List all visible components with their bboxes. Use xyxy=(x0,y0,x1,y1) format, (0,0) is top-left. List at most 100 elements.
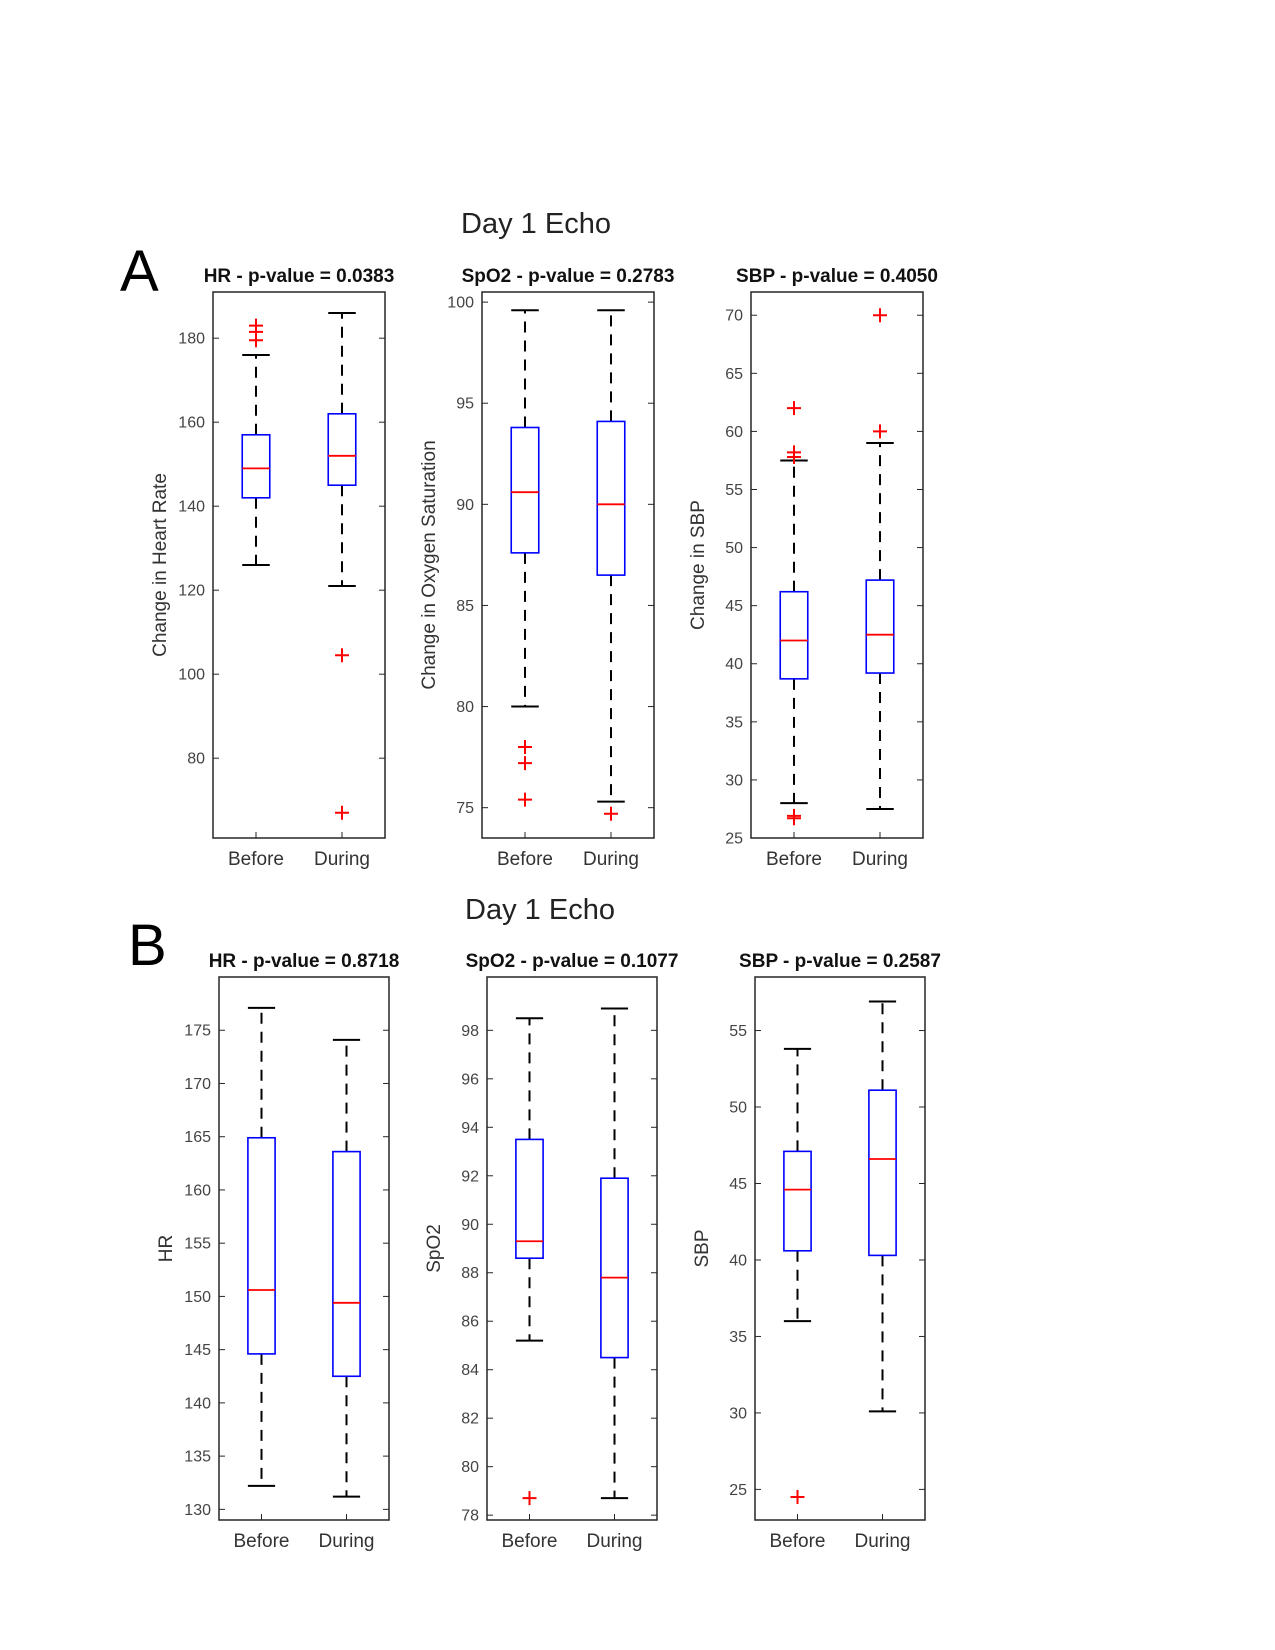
panel-letter-a: A xyxy=(120,239,159,304)
chart-6-title: SBP - p-value = 0.2587 xyxy=(739,951,941,972)
chart-5-xtick-label-before: Before xyxy=(502,1531,558,1552)
chart-1-box-before xyxy=(241,433,271,499)
chart-1-ytick-label: 180 xyxy=(178,331,205,348)
chart-2-ytick-label: 75 xyxy=(456,800,474,817)
chart-5-box-during xyxy=(600,1177,629,1359)
chart-3-ytick-label: 45 xyxy=(725,598,743,615)
chart-3-ytick-label: 60 xyxy=(725,424,743,441)
chart-2-axes-frame xyxy=(481,291,655,839)
chart-5-ytick-label: 96 xyxy=(461,1071,479,1088)
chart-2-box-before xyxy=(510,426,540,554)
chart-6-ytick-label: 50 xyxy=(729,1100,747,1117)
chart-2-outlier-during xyxy=(604,806,618,821)
chart-2-outlier-before xyxy=(518,756,532,771)
chart-5-box-before xyxy=(515,1138,544,1259)
chart-3-outlier-before xyxy=(787,811,801,826)
chart-3-ytick-label: 55 xyxy=(725,482,743,499)
chart-6-ylabel: SBP xyxy=(692,1229,713,1267)
panel-letter-b: B xyxy=(128,913,167,978)
chart-4-ytick-label: 160 xyxy=(184,1182,211,1199)
chart-1-xtick-label-before: Before xyxy=(228,849,284,870)
chart-2-outlier-before xyxy=(518,740,532,754)
chart-3-ytick-label: 30 xyxy=(725,772,743,789)
chart-6-ytick-label: 35 xyxy=(729,1329,747,1346)
chart-3-box-during xyxy=(865,579,895,674)
chart-6-outlier-before xyxy=(790,1490,805,1505)
chart-1-ylabel: Change in Heart Rate xyxy=(150,473,171,657)
chart-1-ytick-label: 100 xyxy=(178,667,205,684)
chart-4-ytick-label: 165 xyxy=(184,1129,211,1146)
chart-2-title: SpO2 - p-value = 0.2783 xyxy=(462,266,675,287)
chart-2-ytick-label: 100 xyxy=(447,295,474,312)
chart-3-box-before xyxy=(779,590,809,680)
chart-2-xtick-label-during: During xyxy=(583,849,639,870)
chart-6-xtick-label-before: Before xyxy=(770,1531,826,1552)
chart-5-ytick-label: 80 xyxy=(461,1459,479,1476)
chart-4-ytick-label: 145 xyxy=(184,1342,211,1359)
chart-4-box-before xyxy=(247,1136,276,1355)
chart-6-ytick-label: 40 xyxy=(729,1252,747,1269)
chart-3-xtick-label-before: Before xyxy=(766,849,822,870)
chart-3-outlier-before xyxy=(787,449,801,464)
chart-1-outlier-during xyxy=(335,805,349,820)
chart-4-xtick-label-during: During xyxy=(319,1531,375,1552)
chart-3-ytick-label: 65 xyxy=(725,366,743,383)
chart-2-box-during xyxy=(596,420,626,576)
chart-1-ytick-label: 160 xyxy=(178,415,205,432)
chart-5-xtick-label-during: During xyxy=(587,1531,643,1552)
chart-2-ytick-label: 80 xyxy=(456,699,474,716)
chart-2-ytick-label: 90 xyxy=(456,497,474,514)
chart-3-ylabel: Change in SBP xyxy=(688,500,709,630)
chart-3-ytick-label: 25 xyxy=(725,831,743,848)
chart-1-ytick-label: 120 xyxy=(178,583,205,600)
chart-5-ytick-label: 94 xyxy=(461,1120,479,1137)
chart-6-box-during xyxy=(868,1089,897,1257)
chart-2-ytick-label: 95 xyxy=(456,396,474,413)
chart-3-outlier-before xyxy=(787,401,801,416)
chart-3-ytick-label: 50 xyxy=(725,540,743,557)
chart-4-xtick-label-before: Before xyxy=(234,1531,290,1552)
chart-5-ytick-label: 78 xyxy=(461,1508,479,1525)
chart-4-ytick-label: 140 xyxy=(184,1395,211,1412)
chart-5-ytick-label: 88 xyxy=(461,1265,479,1282)
chart-2-xtick-label-before: Before xyxy=(497,849,553,870)
chart-6-ytick-label: 45 xyxy=(729,1176,747,1193)
chart-6-ytick-label: 55 xyxy=(729,1023,747,1040)
panel-a-title: Day 1 Echo xyxy=(461,208,611,240)
chart-5-ytick-label: 86 xyxy=(461,1314,479,1331)
chart-6-ytick-label: 25 xyxy=(729,1482,747,1499)
chart-3-title: SBP - p-value = 0.4050 xyxy=(736,266,938,287)
chart-4-ytick-label: 150 xyxy=(184,1289,211,1306)
chart-4-ytick-label: 130 xyxy=(184,1502,211,1519)
chart-3-outlier-during xyxy=(873,424,887,439)
chart-3-ytick-label: 40 xyxy=(725,656,743,673)
chart-2-ylabel: Change in Oxygen Saturation xyxy=(419,440,440,689)
chart-1-ytick-label: 140 xyxy=(178,499,205,516)
chart-5-ytick-label: 82 xyxy=(461,1411,479,1428)
chart-4-box-during xyxy=(332,1150,361,1378)
chart-4-axes-frame xyxy=(218,976,390,1521)
chart-3-outlier-during xyxy=(873,308,887,323)
chart-1-outlier-during xyxy=(335,648,349,663)
chart-1-axes-frame xyxy=(212,291,386,839)
chart-4-ytick-label: 170 xyxy=(184,1076,211,1093)
chart-3-ytick-label: 35 xyxy=(725,714,743,731)
chart-4-title: HR - p-value = 0.8718 xyxy=(209,951,400,972)
chart-5-ytick-label: 98 xyxy=(461,1023,479,1040)
chart-1-ytick-label: 80 xyxy=(187,751,205,768)
chart-4-ylabel: HR xyxy=(156,1235,177,1262)
chart-6-box-before xyxy=(783,1150,812,1252)
chart-5-axes-frame xyxy=(486,976,658,1521)
chart-6-xtick-label-during: During xyxy=(855,1531,911,1552)
chart-4-ytick-label: 155 xyxy=(184,1236,211,1253)
chart-5-ylabel: SpO2 xyxy=(424,1224,445,1273)
chart-1-box-during xyxy=(327,412,357,486)
panel-b-title: Day 1 Echo xyxy=(465,894,615,926)
chart-5-ytick-label: 92 xyxy=(461,1168,479,1185)
chart-2-outlier-before xyxy=(518,792,532,807)
chart-3-axes-frame xyxy=(750,291,924,839)
chart-4-ytick-label: 175 xyxy=(184,1023,211,1040)
chart-5-title: SpO2 - p-value = 0.1077 xyxy=(466,951,679,972)
